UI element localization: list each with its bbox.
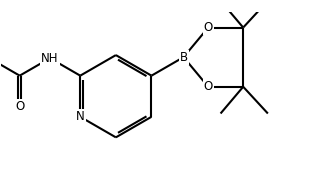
Text: B: B <box>180 51 187 64</box>
Text: O: O <box>203 21 213 34</box>
Text: O: O <box>203 80 213 93</box>
Text: NH: NH <box>41 52 59 65</box>
Text: N: N <box>76 110 84 123</box>
Text: O: O <box>15 100 24 113</box>
